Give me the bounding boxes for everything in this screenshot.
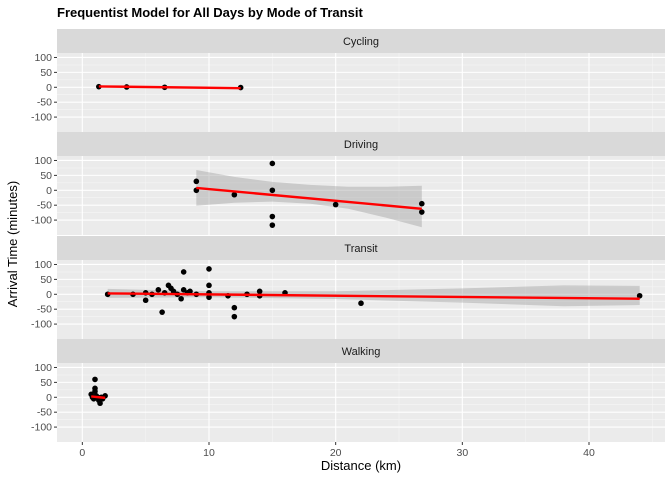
y-tick-label: -50 [37, 200, 52, 212]
regression-line [107, 292, 640, 300]
data-point [269, 222, 276, 228]
facet-panel-driving: Driving -100 -50 0 50 100 [31, 132, 665, 235]
y-tick-label: 100 [34, 259, 52, 271]
regression-line [98, 85, 241, 90]
y-tick-label: -100 [31, 422, 52, 434]
facet-strip-label: Cycling [343, 36, 379, 48]
data-point [358, 300, 364, 307]
y-tick-label: -50 [37, 97, 52, 109]
y-tick-label: 100 [34, 155, 52, 167]
y-tick-label: 0 [46, 289, 52, 301]
x-tick-label: 0 [79, 447, 85, 459]
data-point [269, 160, 276, 167]
data-point [269, 213, 276, 220]
data-point [193, 178, 200, 185]
data-point [419, 200, 425, 207]
y-axis-label: Arrival Time (minutes) [5, 181, 20, 307]
x-tick-label: 30 [456, 447, 468, 459]
data-point [187, 288, 193, 295]
y-tick-label: -100 [31, 112, 52, 124]
data-point [159, 309, 165, 315]
y-tick-label: 50 [40, 377, 52, 389]
data-point [256, 288, 263, 295]
data-point [332, 201, 339, 208]
facet-strip [57, 29, 665, 53]
panel-background [57, 53, 665, 132]
y-tick-label: 0 [46, 82, 52, 94]
facet-strip-label: Transit [344, 243, 377, 255]
facet-strip [57, 339, 665, 363]
data-point [180, 287, 187, 293]
y-tick-label: -100 [31, 215, 52, 227]
data-point [155, 287, 162, 293]
data-point [92, 376, 98, 383]
data-point [231, 191, 238, 198]
data-point [170, 288, 177, 295]
panel-background [57, 363, 665, 442]
y-tick-label: -50 [37, 304, 52, 316]
panel-background [57, 260, 665, 339]
y-tick-label: 100 [34, 52, 52, 64]
data-point [178, 295, 184, 302]
data-point [180, 269, 187, 275]
y-tick-label: -50 [37, 407, 52, 419]
facet-strip-label: Driving [344, 139, 378, 151]
facet-panel-cycling: Cycling -100 -50 0 50 100 [31, 29, 665, 132]
y-tick-label: 0 [46, 185, 52, 197]
data-point [206, 282, 212, 289]
data-point [142, 297, 149, 304]
y-tick-label: 50 [40, 274, 52, 286]
data-point [231, 313, 238, 320]
chart-title: Frequentist Model for All Days by Mode o… [57, 5, 363, 20]
regression-line [196, 186, 422, 210]
x-axis-label: Distance (km) [321, 458, 401, 473]
y-tick-label: 50 [40, 170, 52, 182]
facet-strip [57, 132, 665, 156]
data-point [92, 388, 98, 395]
data-point [206, 266, 212, 272]
x-tick-label: 40 [583, 447, 595, 459]
regression-line [91, 395, 106, 400]
data-point [636, 292, 643, 299]
data-point [97, 400, 103, 407]
data-point [269, 187, 276, 194]
x-tick-label: 20 [330, 447, 342, 459]
panel-background [57, 156, 665, 235]
y-tick-label: 100 [34, 362, 52, 374]
data-point [419, 209, 425, 215]
facet-strip-label: Walking [342, 346, 381, 358]
data-point [206, 294, 212, 301]
y-tick-label: 50 [40, 67, 52, 79]
y-tick-label: 0 [46, 392, 52, 404]
facet-panel-walking: Walking -100 -50 0 50 100 [31, 339, 665, 442]
data-point [231, 304, 238, 311]
facet-panel-transit: Transit -100 -50 0 50 100 [31, 236, 665, 339]
facet-strip [57, 236, 665, 260]
x-tick-label: 10 [203, 447, 215, 459]
y-tick-label: -100 [31, 319, 52, 331]
